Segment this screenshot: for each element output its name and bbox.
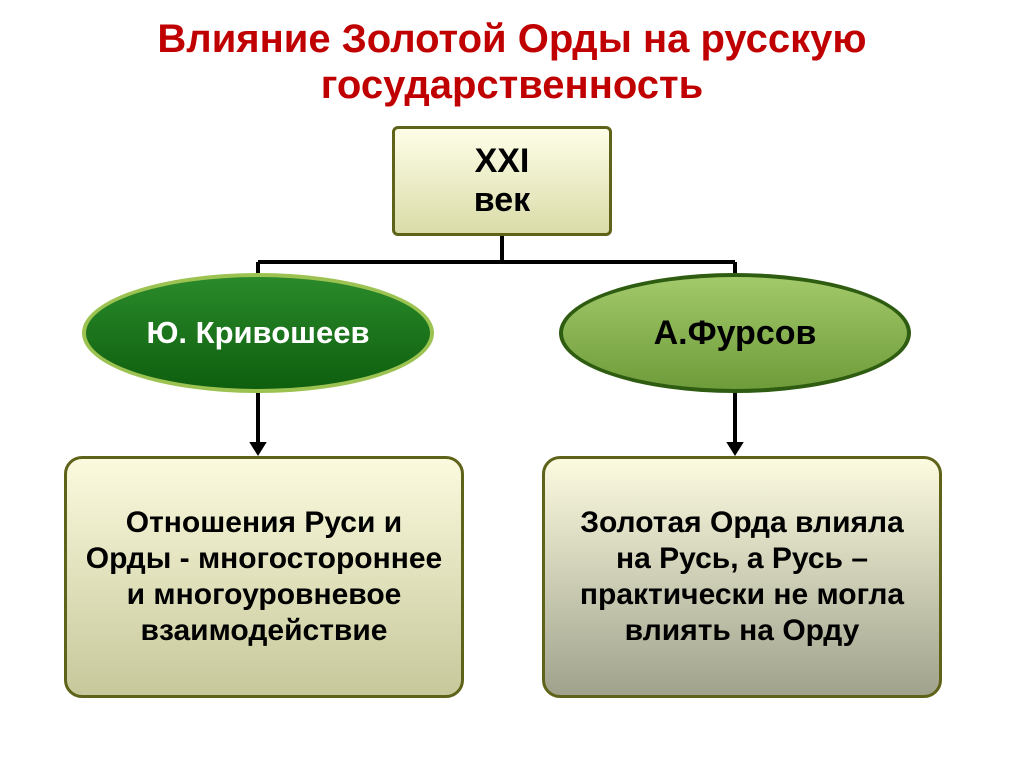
century-line-2: век bbox=[474, 181, 530, 220]
thesis-box-left-text: Отношения Руси и Орды - многостороннее и… bbox=[83, 505, 445, 649]
thesis-box-right: Золотая Орда влияла на Русь, а Русь – пр… bbox=[542, 456, 942, 698]
title-line-2: государственность bbox=[0, 62, 1024, 108]
author-ellipse-left: Ю. Кривошеев bbox=[82, 273, 434, 393]
thesis-box-left: Отношения Руси и Орды - многостороннее и… bbox=[64, 456, 464, 698]
author-ellipse-left-label: Ю. Кривошеев bbox=[146, 315, 369, 351]
century-line-1: XXI bbox=[474, 142, 530, 181]
author-ellipse-right-label: А.Фурсов bbox=[654, 314, 817, 353]
title-line-1: Влияние Золотой Орды на русскую bbox=[0, 16, 1024, 62]
author-ellipse-right: А.Фурсов bbox=[559, 273, 911, 393]
slide-title: Влияние Золотой Орды на русскуюгосударст… bbox=[0, 16, 1024, 108]
thesis-box-right-text: Золотая Орда влияла на Русь, а Русь – пр… bbox=[561, 505, 923, 649]
century-box: XXIвек bbox=[392, 126, 612, 236]
